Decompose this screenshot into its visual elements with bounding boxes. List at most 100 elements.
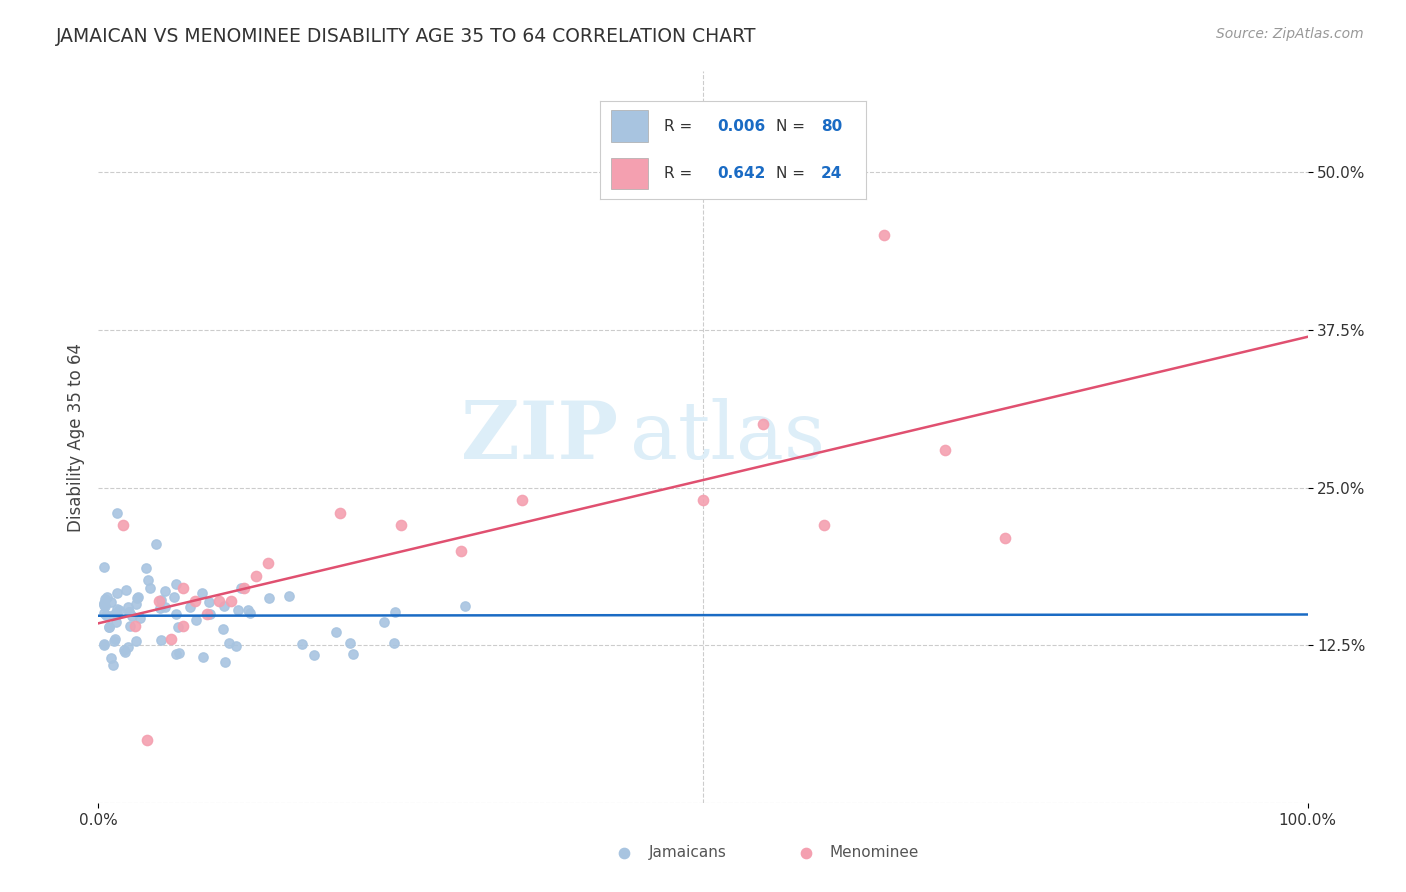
Point <box>257 591 280 606</box>
Text: JAMAICAN VS MENOMINEE DISABILITY AGE 35 TO 64 CORRELATION CHART: JAMAICAN VS MENOMINEE DISABILITY AGE 35 … <box>56 27 756 45</box>
Point <box>145 537 167 551</box>
Point <box>613 881 636 892</box>
Point <box>118 605 141 619</box>
Point <box>125 634 148 648</box>
Point <box>278 589 301 603</box>
Point <box>148 594 170 608</box>
Point <box>139 581 162 595</box>
Text: Menominee: Menominee <box>830 845 920 860</box>
Point <box>117 599 139 614</box>
Point <box>93 637 115 651</box>
Point <box>214 655 236 669</box>
Point <box>165 576 187 591</box>
Point <box>94 591 117 606</box>
Point <box>100 651 122 665</box>
Point <box>172 582 194 596</box>
Point <box>93 638 115 652</box>
Y-axis label: Disability Age 35 to 64: Disability Age 35 to 64 <box>66 343 84 532</box>
Point <box>103 633 125 648</box>
Point <box>93 596 115 610</box>
Point <box>191 649 214 664</box>
Point <box>96 590 118 604</box>
Point <box>125 598 148 612</box>
Point <box>934 442 956 457</box>
Point <box>198 595 221 609</box>
Point <box>510 493 533 508</box>
Point <box>155 599 177 614</box>
Point <box>184 594 207 608</box>
Text: Jamaicans: Jamaicans <box>648 845 727 860</box>
Point <box>389 518 412 533</box>
Point <box>163 590 186 604</box>
Point <box>118 619 141 633</box>
Point <box>117 640 139 654</box>
Point <box>382 636 405 650</box>
Point <box>454 599 477 613</box>
Point <box>105 506 128 520</box>
Point <box>873 228 896 243</box>
Point <box>384 605 406 619</box>
Point <box>101 657 124 672</box>
Point <box>198 607 221 621</box>
Point <box>208 594 231 608</box>
Point <box>339 635 361 649</box>
Point <box>149 593 172 607</box>
Point <box>148 601 170 615</box>
Point <box>813 518 835 533</box>
Point <box>221 594 243 608</box>
Point <box>118 605 141 619</box>
Point <box>994 531 1017 545</box>
Point <box>291 637 314 651</box>
Point <box>329 506 352 520</box>
Point <box>129 611 152 625</box>
Point <box>752 417 775 432</box>
Point <box>195 607 218 621</box>
Point <box>166 620 188 634</box>
Point <box>150 632 173 647</box>
Point <box>97 619 120 633</box>
Point <box>256 556 278 570</box>
Point <box>245 569 267 583</box>
Point <box>191 586 214 600</box>
Point <box>794 881 817 892</box>
Point <box>93 599 115 613</box>
Point <box>104 615 127 629</box>
Point <box>342 647 364 661</box>
Point <box>179 599 201 614</box>
Point <box>114 645 136 659</box>
Point <box>232 582 254 596</box>
Point <box>105 602 128 616</box>
Point <box>98 620 121 634</box>
Point <box>93 606 115 620</box>
Point <box>225 639 247 653</box>
Point <box>153 583 176 598</box>
Point <box>160 632 183 646</box>
Point <box>115 582 138 597</box>
Point <box>373 615 395 629</box>
Text: Source: ZipAtlas.com: Source: ZipAtlas.com <box>1216 27 1364 41</box>
Point <box>172 619 194 633</box>
Point <box>239 606 262 620</box>
Point <box>212 622 235 636</box>
Point <box>107 603 129 617</box>
Text: atlas: atlas <box>630 398 825 476</box>
Point <box>105 586 128 600</box>
Point <box>104 632 127 646</box>
Text: ZIP: ZIP <box>461 398 619 476</box>
Point <box>184 613 207 627</box>
Point <box>96 608 118 623</box>
Point <box>93 597 115 611</box>
Point <box>450 543 472 558</box>
Point <box>325 625 347 640</box>
Point <box>136 573 159 587</box>
Point <box>125 591 148 606</box>
Point <box>302 648 325 662</box>
Point <box>167 646 190 660</box>
Point <box>112 642 135 657</box>
Point <box>218 636 240 650</box>
Point <box>165 607 187 621</box>
Point <box>111 518 134 533</box>
Point <box>231 582 253 596</box>
Point <box>226 603 249 617</box>
Point <box>135 732 157 747</box>
